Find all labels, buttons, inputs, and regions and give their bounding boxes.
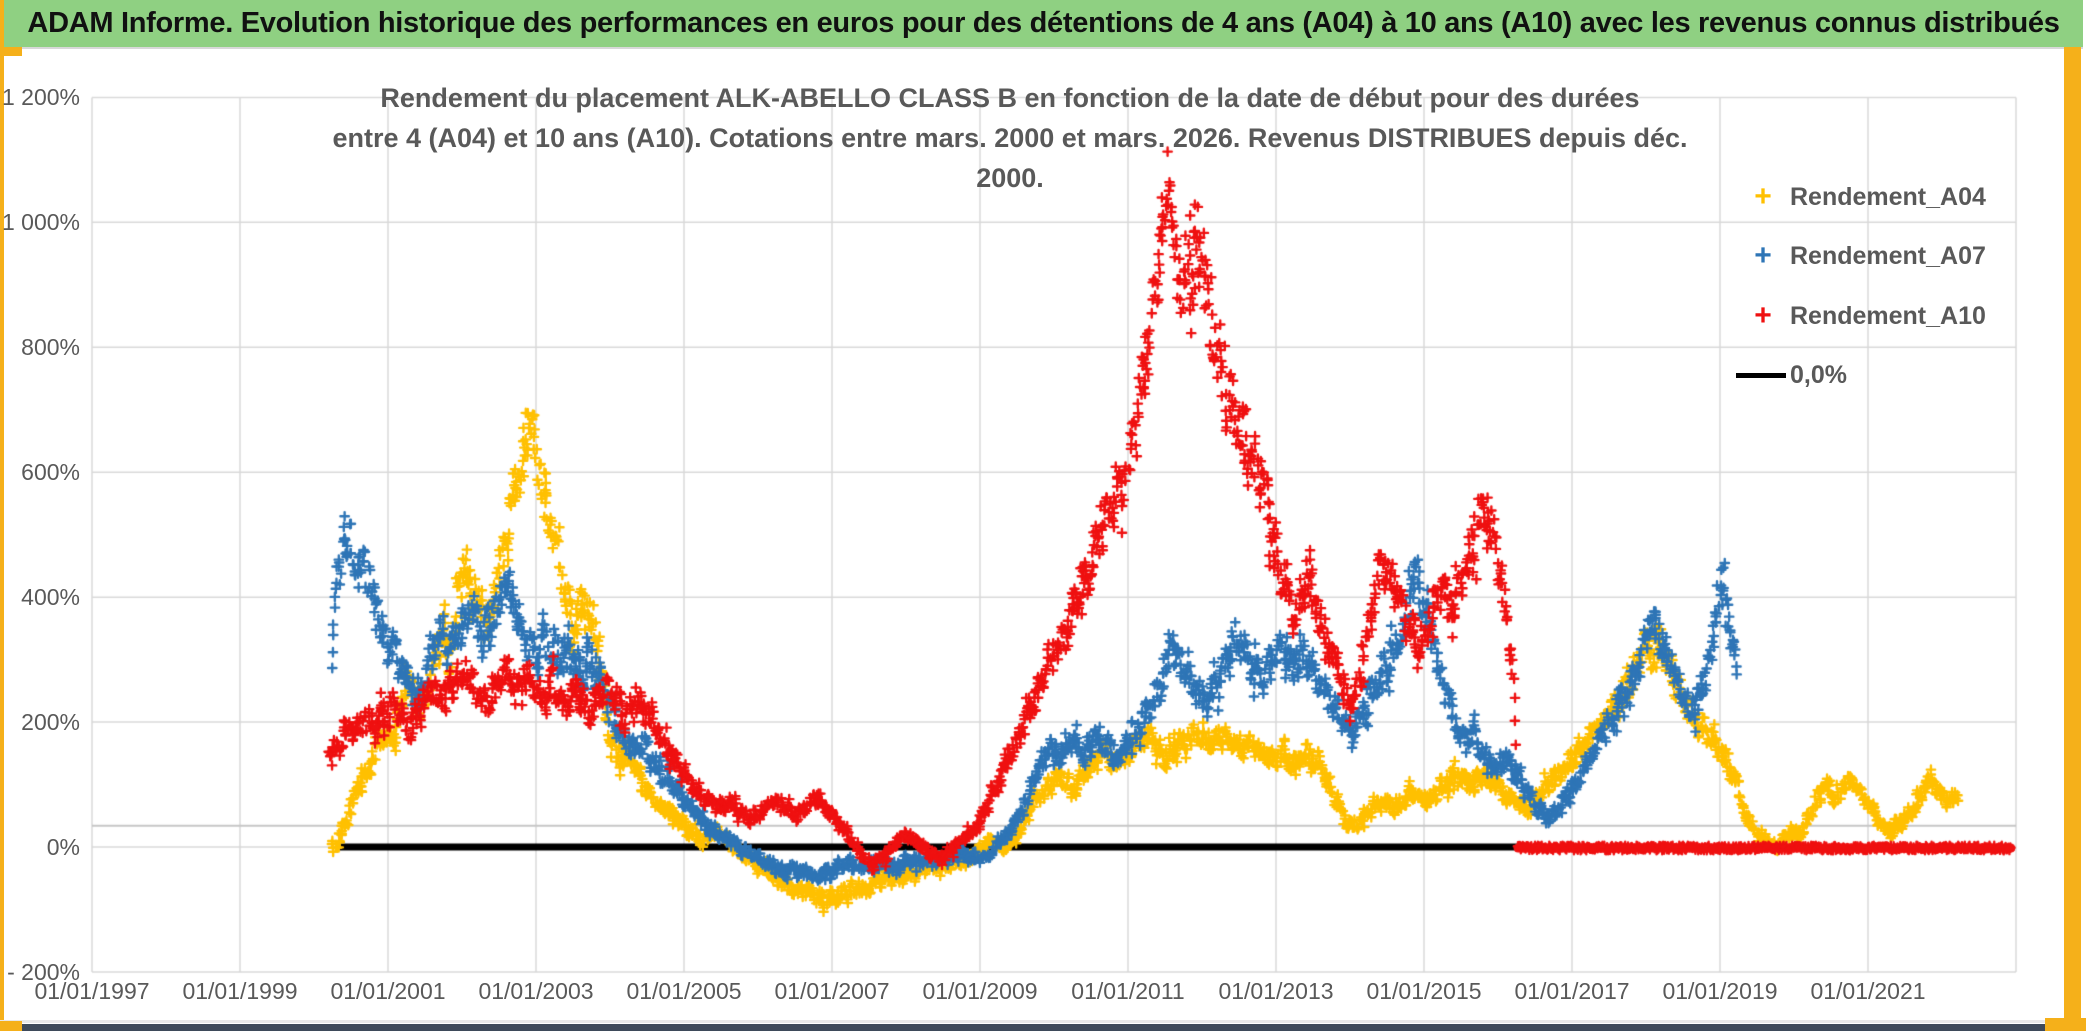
x-axis-tick: 01/01/2015 xyxy=(1366,978,1482,1004)
x-axis-tick: 01/01/2001 xyxy=(330,978,446,1004)
chart-canvas xyxy=(0,56,2064,1020)
x-axis-tick: 01/01/2011 xyxy=(1071,978,1185,1004)
x-axis-tick: 01/01/2005 xyxy=(626,978,742,1004)
chart-title-line2: entre 4 (A04) et 10 ans (A10). Cotations… xyxy=(332,123,1688,193)
plus-marker-icon: + xyxy=(1754,180,1772,213)
x-axis-tick: 01/01/1997 xyxy=(34,978,150,1004)
header-title: ADAM Informe. Evolution historique des p… xyxy=(27,7,2060,39)
gold-accent-bottom-left xyxy=(0,1021,22,1031)
gold-border-right xyxy=(2064,47,2081,1031)
header-bar: ADAM Informe. Evolution historique des p… xyxy=(4,0,2083,47)
legend-label: Rendement_A10 xyxy=(1790,301,1986,330)
plus-marker-icon: + xyxy=(1754,299,1772,332)
chart-area: Rendement du placement ALK-ABELLO CLASS … xyxy=(0,56,2064,1020)
x-axis-tick: 01/01/2021 xyxy=(1810,978,1926,1004)
legend-item-a07[interactable]: + Rendement_A07 xyxy=(1736,239,1986,273)
chart-title: Rendement du placement ALK-ABELLO CLASS … xyxy=(300,78,1720,198)
legend-label: 0,0% xyxy=(1790,360,1847,389)
y-axis-tick: - 200% xyxy=(7,958,80,985)
x-axis-tick: 01/01/2007 xyxy=(774,978,890,1004)
line-marker-icon xyxy=(1736,372,1786,378)
chart-title-line1: Rendement du placement ALK-ABELLO CLASS … xyxy=(380,83,1640,113)
plus-marker-icon: + xyxy=(1754,239,1772,272)
x-axis-tick: 01/01/2017 xyxy=(1514,978,1630,1004)
legend-item-zero[interactable]: 0,0% xyxy=(1736,358,1847,392)
y-axis-tick: 400% xyxy=(21,584,80,611)
legend-item-a10[interactable]: + Rendement_A10 xyxy=(1736,299,1986,333)
x-axis-tick: 01/01/2009 xyxy=(922,978,1038,1004)
x-axis-tick: 01/01/2013 xyxy=(1218,978,1334,1004)
dark-bottom-band xyxy=(22,1024,2064,1031)
y-axis-tick: 0% xyxy=(46,834,80,860)
legend-label: Rendement_A04 xyxy=(1790,182,1986,211)
gold-accent-top-left xyxy=(0,47,22,56)
legend-label: Rendement_A07 xyxy=(1790,241,1986,270)
legend-item-a04[interactable]: + Rendement_A04 xyxy=(1736,180,1986,214)
y-axis-tick: 1 000% xyxy=(1,209,80,236)
x-axis-tick: 01/01/2003 xyxy=(478,978,594,1004)
x-axis-tick: 01/01/2019 xyxy=(1662,978,1778,1004)
gold-accent-bottom-right xyxy=(2045,1018,2086,1031)
header-divider xyxy=(3,47,2083,49)
y-axis-tick: 1 200% xyxy=(1,84,80,111)
sheet-bottom-divider xyxy=(0,1020,2064,1023)
y-axis-tick: 800% xyxy=(21,334,80,361)
y-axis-tick: 200% xyxy=(21,709,80,736)
x-axis-tick: 01/01/1999 xyxy=(182,978,298,1004)
y-axis-tick: 600% xyxy=(21,459,80,486)
